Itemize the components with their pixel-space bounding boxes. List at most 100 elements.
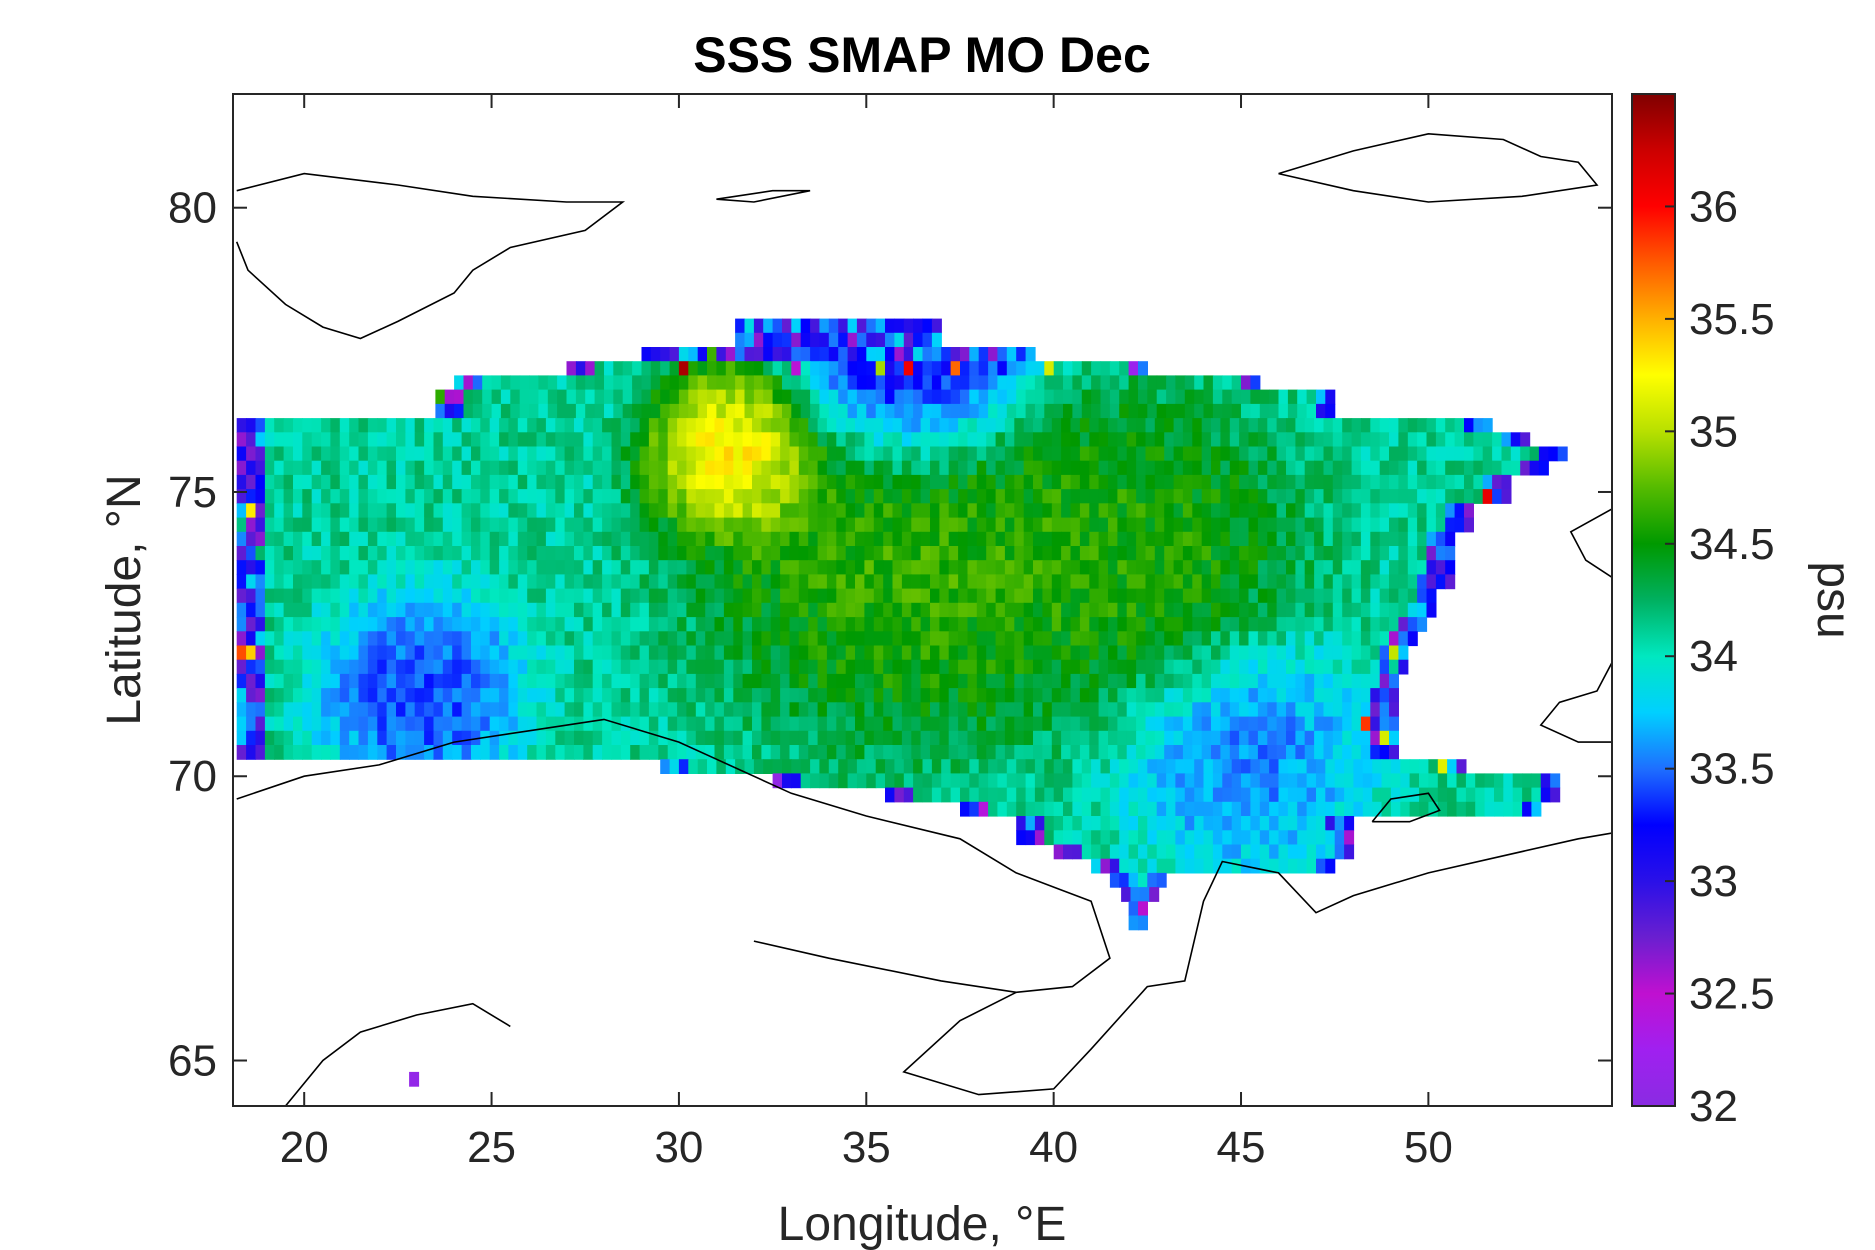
heatmap-cell	[517, 432, 528, 448]
heatmap-cell	[997, 759, 1008, 774]
heatmap-cell	[1239, 645, 1250, 661]
heatmap-cell	[1428, 801, 1439, 817]
heatmap-cell	[1372, 773, 1383, 789]
heatmap-cell	[885, 347, 895, 362]
heatmap-cell	[1033, 730, 1043, 746]
heatmap-cell	[892, 460, 903, 476]
heatmap-cell	[1334, 816, 1345, 831]
heatmap-cell	[1231, 389, 1242, 405]
heatmap-cell	[1128, 389, 1139, 405]
heatmap-cell	[838, 403, 849, 419]
heatmap-cell	[377, 730, 388, 746]
heatmap-cell	[667, 631, 678, 647]
heatmap-cell	[1091, 389, 1102, 405]
heatmap-cell	[583, 418, 594, 433]
heatmap-cell	[892, 588, 903, 604]
heatmap-cell	[920, 659, 931, 675]
heatmap-cell	[545, 631, 556, 647]
heatmap-cell	[396, 631, 406, 647]
heatmap-cell	[1304, 659, 1315, 675]
heatmap-cell	[1342, 531, 1353, 547]
heatmap-cell	[583, 460, 594, 476]
heatmap-cell	[1128, 773, 1139, 789]
heatmap-cell	[873, 688, 884, 703]
heatmap-cell	[575, 375, 586, 391]
heatmap-cell	[499, 702, 510, 718]
heatmap-cell	[808, 531, 819, 547]
heatmap-cell	[733, 730, 744, 746]
heatmap-cell	[1314, 588, 1325, 604]
heatmap-cell	[1182, 645, 1193, 661]
heatmap-cell	[669, 375, 680, 391]
heatmap-cell	[1325, 389, 1336, 405]
heatmap-cell	[639, 446, 650, 462]
heatmap-cell	[1184, 375, 1195, 391]
heatmap-cell	[1145, 688, 1156, 703]
heatmap-cell	[1108, 560, 1118, 575]
heatmap-cell	[1109, 801, 1120, 817]
heatmap-cell	[246, 446, 257, 462]
heatmap-cell	[1342, 631, 1353, 647]
heatmap-cell	[611, 688, 622, 703]
heatmap-cell	[817, 546, 828, 561]
heatmap-cell	[1379, 602, 1390, 618]
heatmap-cell	[892, 546, 903, 561]
heatmap-cell	[1194, 773, 1205, 789]
heatmap-cell	[733, 418, 744, 433]
heatmap-cell	[1004, 702, 1015, 718]
heatmap-cell	[697, 403, 708, 419]
heatmap-cell	[1156, 801, 1167, 817]
heatmap-cell	[527, 460, 538, 476]
heatmap-cell	[819, 332, 830, 348]
heatmap-cell	[274, 645, 285, 661]
heatmap-cell	[1061, 730, 1072, 746]
heatmap-cell	[1130, 887, 1141, 902]
heatmap-cell	[236, 745, 247, 760]
heatmap-cell	[948, 673, 959, 689]
heatmap-cell	[892, 688, 903, 703]
heatmap-cell	[1023, 503, 1034, 519]
heatmap-cell	[930, 645, 940, 661]
heatmap-cell	[1156, 787, 1167, 803]
heatmap-cell	[1109, 773, 1120, 789]
heatmap-cell	[735, 332, 746, 348]
heatmap-cell	[1004, 574, 1015, 590]
heatmap-cell	[1079, 531, 1090, 547]
heatmap-cell	[883, 574, 894, 590]
heatmap-cell	[648, 688, 659, 703]
heatmap-cell	[948, 588, 959, 604]
heatmap-cell	[293, 474, 303, 490]
heatmap-cell	[686, 688, 697, 703]
heatmap-cell	[1070, 574, 1081, 590]
heatmap-cell	[499, 418, 510, 433]
heatmap-cell	[246, 716, 257, 732]
heatmap-cell	[321, 673, 332, 689]
heatmap-cell	[499, 531, 510, 547]
heatmap-cell	[1342, 702, 1353, 718]
heatmap-cell	[1117, 560, 1128, 575]
heatmap-cell	[489, 489, 500, 504]
heatmap-cell	[255, 432, 266, 448]
heatmap-cell	[358, 574, 369, 590]
heatmap-cell	[1304, 617, 1315, 632]
heatmap-cell	[452, 745, 463, 760]
heatmap-cell	[339, 546, 350, 561]
heatmap-cell	[1053, 816, 1064, 831]
heatmap-cell	[817, 745, 828, 760]
heatmap-cell	[1379, 645, 1390, 661]
heatmap-cell	[1286, 673, 1296, 689]
heatmap-cell	[349, 460, 360, 476]
heatmap-cell	[1257, 602, 1268, 618]
heatmap-cell	[630, 517, 641, 533]
heatmap-cell	[1164, 688, 1175, 703]
heatmap-cell	[1063, 361, 1073, 376]
heatmap-cell	[1306, 787, 1317, 803]
heatmap-cell	[1014, 716, 1025, 732]
heatmap-cell	[545, 730, 556, 746]
heatmap-cell	[1445, 531, 1456, 547]
heatmap-cell	[1482, 432, 1493, 448]
heatmap-cell	[753, 759, 764, 774]
heatmap-cell	[1220, 588, 1231, 604]
heatmap-cell	[1316, 759, 1326, 774]
heatmap-cell	[433, 659, 444, 675]
